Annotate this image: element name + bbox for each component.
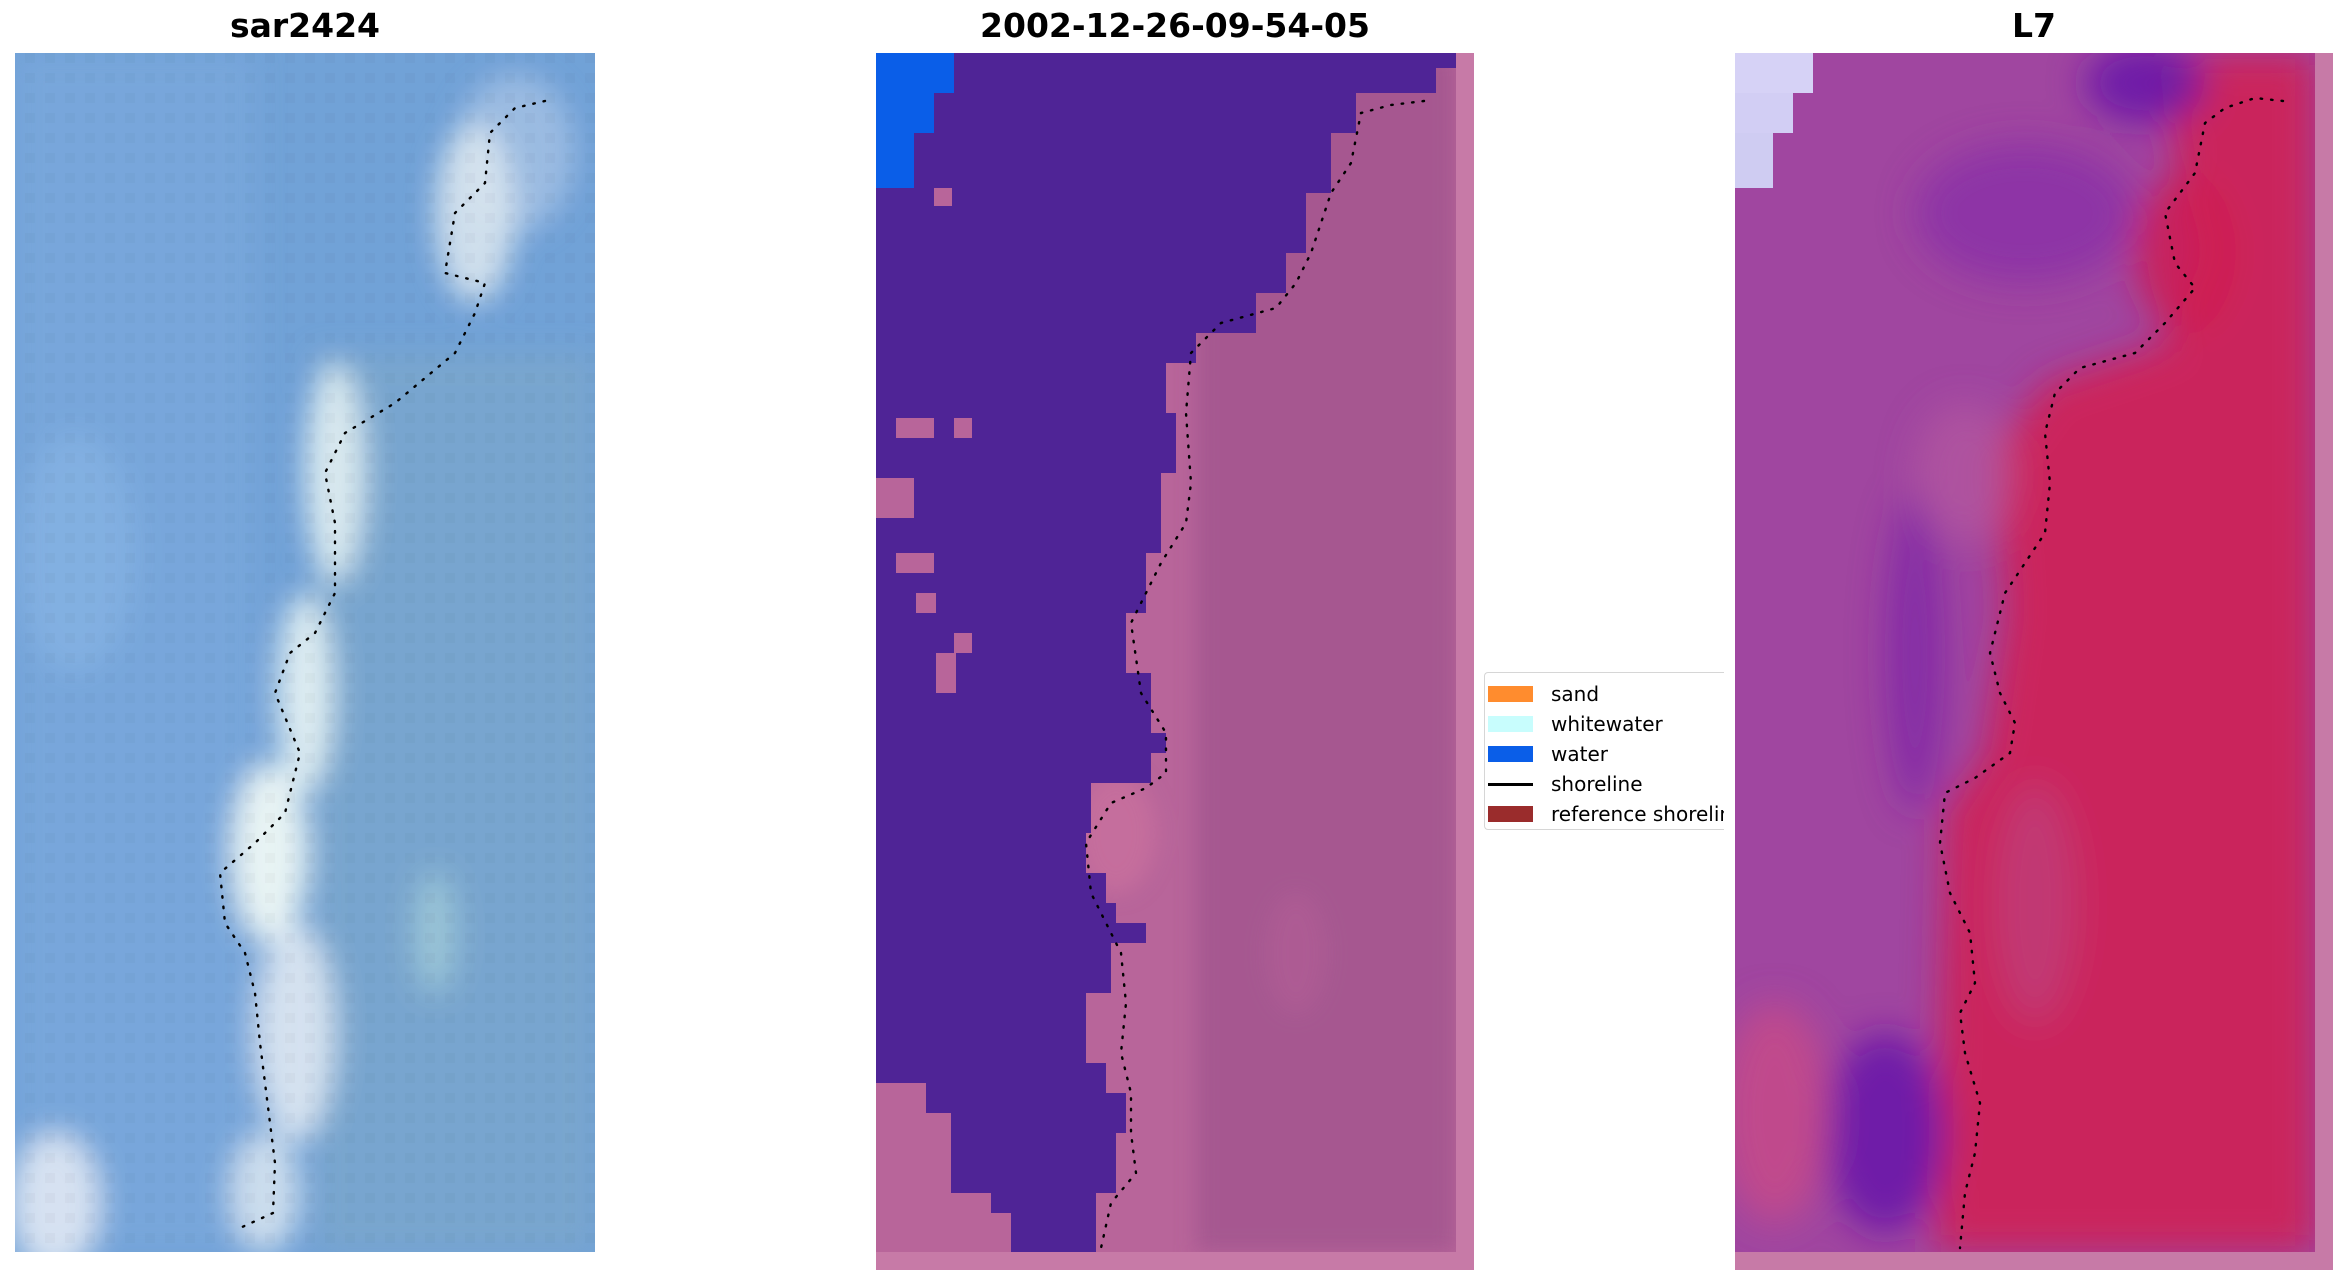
legend-swatch-water — [1488, 746, 1533, 762]
legend: sand whitewater water shoreline referenc… — [1484, 672, 1724, 830]
legend-label-water: water — [1551, 742, 1608, 766]
index-image — [1735, 53, 2333, 1270]
legend-label-whitewater: whitewater — [1551, 712, 1663, 736]
classified-image — [876, 53, 1474, 1270]
legend-item-sand: sand — [1485, 679, 1724, 709]
legend-label-sand: sand — [1551, 682, 1600, 706]
legend-label-reference-shoreline: reference shoreline — [1551, 802, 1724, 826]
legend-item-reference-shoreline: reference shoreline — [1485, 799, 1724, 829]
rgb-satellite-image — [15, 53, 595, 1252]
panel-title-classified: 2002-12-26-09-54-05 — [980, 6, 1370, 45]
legend-item-shoreline: shoreline — [1485, 769, 1724, 799]
legend-swatch-reference-shoreline — [1488, 806, 1533, 822]
legend-label-shoreline: shoreline — [1551, 772, 1643, 796]
legend-item-water: water — [1485, 739, 1724, 769]
panel-title-index: L7 — [2012, 6, 2056, 45]
legend-line-shoreline — [1488, 782, 1533, 786]
panel-title-rgb: sar2424 — [229, 6, 381, 45]
legend-swatch-sand — [1488, 686, 1533, 702]
legend-item-whitewater: whitewater — [1485, 709, 1724, 739]
legend-swatch-whitewater — [1488, 716, 1533, 732]
